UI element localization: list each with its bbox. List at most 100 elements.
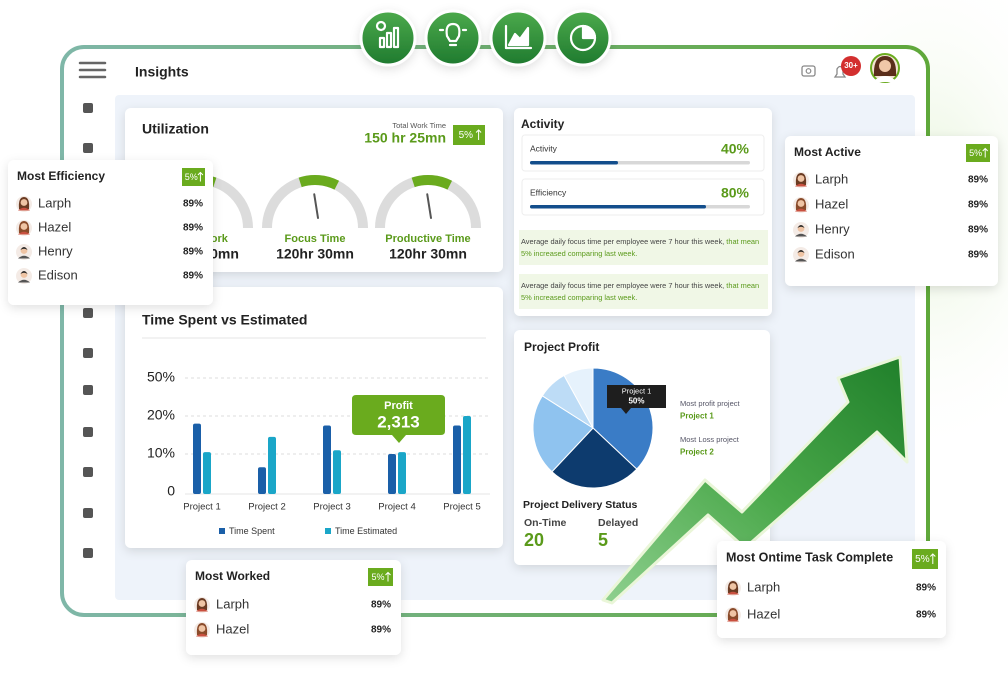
gauge-fill — [298, 175, 340, 190]
person-score: 89% — [916, 610, 936, 621]
notification-badge — [841, 56, 861, 76]
bar — [333, 450, 341, 494]
activity-value: 80% — [721, 185, 750, 201]
person-score: 89% — [183, 271, 203, 282]
person-name: Larph — [815, 171, 848, 186]
delivery-value: 20 — [524, 530, 544, 550]
bar — [388, 454, 396, 494]
person-score: 89% — [968, 200, 988, 211]
annotation-title: Profit — [384, 400, 413, 412]
badge-arrow — [929, 553, 936, 557]
legend-swatch — [219, 528, 225, 534]
gauge-value: 120hr 30mn — [276, 246, 354, 262]
sidebar-icon[interactable] — [83, 508, 93, 518]
gauge-needle — [426, 193, 432, 219]
avatar-face — [198, 600, 206, 607]
x-tick-label: Project 5 — [443, 502, 481, 513]
person-card — [717, 541, 946, 638]
feature-icon — [504, 24, 533, 50]
feature-icon — [569, 24, 597, 52]
avatar-body — [196, 633, 208, 637]
sidebar-icon[interactable] — [83, 143, 93, 153]
x-tick-label: Project 1 — [183, 502, 221, 513]
legend-label: Time Spent — [229, 526, 275, 536]
card-title: Most Efficiency — [17, 169, 105, 183]
x-tick-label: Project 2 — [248, 502, 286, 513]
pie-slice — [551, 427, 638, 489]
progress-fill — [530, 205, 706, 209]
profit-note-project: Project 2 — [680, 448, 714, 457]
badge-arrow — [475, 129, 482, 133]
person-name: Larph — [747, 579, 780, 594]
y-tick-label: 20% — [147, 407, 175, 423]
tooltip-name: Project 1 — [622, 386, 652, 395]
activity-value: 40% — [721, 141, 750, 157]
person-name: Edison — [815, 246, 855, 261]
person-name: Henry — [38, 243, 73, 258]
pie-slice — [532, 395, 594, 473]
legend-swatch — [325, 528, 331, 534]
activity-label: Efficiency — [530, 187, 567, 197]
activity-note: Average daily focus time per employee we… — [521, 236, 761, 260]
person-name: Hazel — [815, 196, 848, 211]
avatar-body — [795, 183, 807, 187]
gauge-label: Productive Time — [385, 233, 470, 245]
icon-part — [375, 20, 387, 32]
delivery-label: Delayed — [598, 517, 638, 529]
total-value: 150 hr 25mn — [364, 130, 446, 146]
profit-note-label: Most Loss project — [680, 435, 740, 444]
feature-icon — [438, 22, 468, 47]
sidebar-icon[interactable] — [83, 385, 93, 395]
avatar-body — [727, 591, 739, 595]
gauge-needle — [313, 193, 319, 219]
profit-note-label: Most profit project — [680, 399, 741, 408]
camera-icon — [801, 65, 816, 77]
sidebar-icon[interactable] — [83, 103, 93, 113]
badge-text: 5% — [459, 130, 474, 141]
person-name: Hazel — [216, 621, 249, 636]
avatar-body — [18, 207, 30, 211]
avatar-hair — [797, 225, 805, 228]
bar — [258, 467, 266, 494]
bar — [193, 423, 201, 494]
card-title: Most Active — [794, 145, 861, 159]
sidebar-icon[interactable] — [83, 308, 93, 318]
profile-face — [879, 60, 891, 72]
avatar-body — [18, 255, 30, 259]
legend-label: Time Estimated — [335, 526, 397, 536]
badge-arrow — [197, 171, 204, 176]
y-tick-label: 50% — [147, 369, 175, 385]
avatar-face — [20, 223, 28, 230]
person-score: 89% — [968, 250, 988, 261]
card-title: Project Profit — [524, 340, 599, 354]
sidebar-icon[interactable] — [83, 427, 93, 437]
total-label: Total Work Time — [392, 121, 446, 130]
badge-arrow — [982, 147, 989, 152]
person-score: 89% — [916, 583, 936, 594]
person-score: 89% — [371, 625, 391, 636]
bar — [203, 452, 211, 494]
person-score: 89% — [968, 225, 988, 236]
sidebar-icon[interactable] — [83, 548, 93, 558]
sidebar-icon[interactable] — [83, 348, 93, 358]
person-card — [785, 136, 998, 286]
avatar-hair — [20, 271, 28, 274]
utilization-card — [125, 108, 503, 272]
bar — [398, 452, 406, 494]
annotation-callout — [352, 395, 445, 443]
feature-icon-circle — [424, 9, 482, 67]
camera-lens — [805, 68, 812, 74]
icon-part — [378, 36, 386, 49]
badge-text: 5% — [185, 172, 198, 182]
avatar-body — [18, 279, 30, 283]
person-name: Larph — [38, 195, 71, 210]
profile-body — [875, 76, 895, 82]
y-tick-label: 0 — [167, 483, 175, 499]
avatar-body — [196, 608, 208, 612]
note-text: Average daily focus time per employee we… — [521, 281, 725, 290]
sidebar-icon[interactable] — [83, 467, 93, 477]
page-title: Insights — [135, 64, 189, 80]
card-title: Utilization — [142, 121, 209, 137]
time-chart-card — [125, 287, 503, 548]
